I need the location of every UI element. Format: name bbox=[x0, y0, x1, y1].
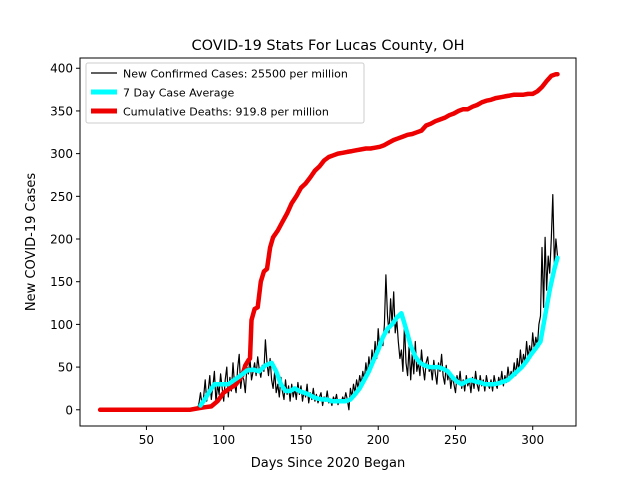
chart-title: COVID-19 Stats For Lucas County, OH bbox=[191, 38, 464, 54]
legend: New Confirmed Cases: 25500 per million 7… bbox=[85, 62, 365, 124]
y-tick-label-6: 300 bbox=[50, 147, 73, 161]
series-layer bbox=[97, 71, 560, 413]
legend-label-new-cases: New Confirmed Cases: 25500 per million bbox=[123, 68, 348, 81]
x-tick-label-3: 200 bbox=[367, 433, 390, 447]
x-tick-label-4: 250 bbox=[444, 433, 467, 447]
series-line-0 bbox=[196, 194, 559, 411]
y-tick-label-8: 400 bbox=[50, 62, 73, 76]
series-line-1 bbox=[198, 255, 560, 408]
y-tick-label-2: 100 bbox=[50, 318, 73, 332]
x-tick-label-5: 300 bbox=[521, 433, 544, 447]
x-tick-label-1: 100 bbox=[212, 433, 235, 447]
x-axis-label: Days Since 2020 Began bbox=[251, 456, 406, 471]
legend-label-7day-avg: 7 Day Case Average bbox=[123, 87, 235, 100]
tick-layer: 50 100 150 200 250 300 0 50 100 150 200 250 300 350 40… bbox=[50, 62, 544, 447]
plot-frame bbox=[79, 57, 577, 427]
y-tick-label-0: 0 bbox=[65, 403, 73, 417]
y-tick-label-4: 200 bbox=[50, 233, 73, 247]
legend-label-cumulative-deaths: Cumulative Deaths: 919.8 per million bbox=[123, 106, 329, 119]
legend-box bbox=[85, 62, 365, 124]
y-tick-label-1: 50 bbox=[58, 361, 73, 375]
x-tick-label-0: 50 bbox=[139, 433, 154, 447]
series-line-2 bbox=[97, 71, 560, 413]
x-tick-label-2: 150 bbox=[290, 433, 313, 447]
y-tick-label-3: 150 bbox=[50, 275, 73, 289]
y-tick-label-5: 250 bbox=[50, 190, 73, 204]
y-tick-label-7: 350 bbox=[50, 104, 73, 118]
y-axis-label: New COVID-19 Cases bbox=[24, 173, 39, 311]
